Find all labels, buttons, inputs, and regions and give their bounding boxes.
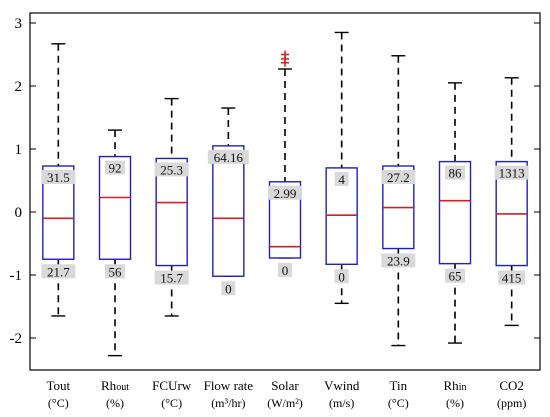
category-unit: (°C): [161, 396, 182, 410]
category-label-sub: in: [459, 382, 467, 393]
iqr-box: [98, 155, 132, 260]
box-9: 1313 415: [494, 77, 529, 327]
box-series: 31.521.7925625.315.764.1602.9904027.223.…: [41, 31, 529, 357]
category-label: Rhin: [444, 378, 467, 393]
y-tick-label: 2: [15, 79, 23, 95]
category-label: Tout: [47, 378, 71, 393]
upper-value-label-bg: [41, 170, 76, 185]
lower-value-label: 56: [109, 264, 123, 279]
category-unit: (%): [446, 396, 464, 410]
category-unit: (m/s): [329, 396, 354, 410]
box-1: 31.5 21.7: [41, 43, 76, 317]
lower-value-label: 21.7: [47, 264, 70, 279]
category-unit: (°C): [48, 396, 69, 410]
upper-value-label: 31.5: [47, 170, 70, 185]
upper-value-label-bg: [334, 171, 349, 186]
lower-value-label-bg: [445, 268, 465, 283]
lower-value-label: 65: [449, 269, 462, 284]
lower-value-label: 0: [282, 263, 289, 278]
category-unit: (%): [106, 396, 124, 410]
category-label: Flow rate: [204, 378, 254, 393]
y-tick-label: 0: [15, 205, 23, 221]
category-label: Vwind: [324, 378, 360, 393]
y-tick-label: -2: [10, 331, 23, 347]
x-axis-labels: Tout (°C) Rhout (%) FCUrw (°C) Flow rate (m³/hr…: [47, 378, 527, 410]
upper-value-label: 64.16: [214, 150, 244, 165]
plot-frame: [29, 12, 541, 371]
upper-value-label: 86: [449, 166, 463, 181]
category-unit: (°C): [388, 396, 409, 410]
category-label: Rhout: [101, 378, 129, 393]
box-7: 27.2 23.9: [381, 55, 416, 347]
upper-value-label-bg: [154, 162, 189, 177]
upper-value-label: 4: [338, 172, 345, 187]
upper-value-label-bg: [445, 165, 465, 180]
category-label: CO2: [499, 378, 524, 393]
upper-value-label-bg: [381, 170, 416, 185]
box-2: 92 56: [98, 129, 132, 357]
iqr-box: [325, 167, 358, 265]
category-label: FCUrw: [152, 378, 192, 393]
category-label: Tin: [390, 378, 408, 393]
category-label: Solar: [271, 378, 299, 393]
upper-value-label-bg: [207, 149, 249, 164]
lower-value-label-bg: [381, 253, 416, 268]
lower-value-label: 0: [338, 269, 345, 284]
box-5: 2.99 0: [268, 50, 302, 278]
upper-value-label-bg: [105, 160, 125, 175]
lower-value-label-bg: [154, 270, 189, 285]
lower-value-label: 23.9: [387, 254, 410, 269]
y-tick-label: 1: [15, 142, 23, 158]
lower-value-label: 415: [502, 271, 522, 286]
box-6: 40: [325, 31, 358, 305]
y-tick-label: -1: [10, 268, 23, 284]
lower-value-label-bg: [334, 269, 349, 284]
upper-value-label-bg: [268, 185, 302, 200]
lower-value-label-bg: [105, 264, 125, 279]
upper-value-label-bg: [494, 165, 529, 180]
iqr-box: [212, 145, 245, 277]
lower-value-label-bg: [498, 270, 526, 285]
upper-value-label: 92: [109, 161, 122, 176]
y-tick-label: 3: [15, 16, 23, 32]
upper-value-label: 27.2: [387, 170, 410, 185]
lower-value-label-bg: [41, 264, 76, 279]
lower-value-label: 15.7: [160, 271, 183, 286]
lower-value-label-bg: [221, 281, 236, 296]
lower-value-label-bg: [278, 262, 292, 277]
category-label-sub: out: [116, 382, 129, 393]
category-unit: (W/m²): [267, 396, 303, 410]
y-axis: -2 -1 0 1 2 3: [10, 16, 540, 347]
box-8: 86 65: [438, 82, 472, 344]
upper-value-label: 2.99: [274, 186, 297, 201]
upper-value-label: 25.3: [160, 162, 183, 177]
lower-value-label: 0: [225, 281, 232, 296]
upper-value-label: 1313: [499, 166, 525, 181]
category-unit: (m³/hr): [211, 396, 245, 410]
box-4: 64.16 0: [207, 107, 249, 296]
box-3: 25.3 15.7: [154, 97, 189, 317]
category-unit: (ppm): [497, 396, 526, 410]
